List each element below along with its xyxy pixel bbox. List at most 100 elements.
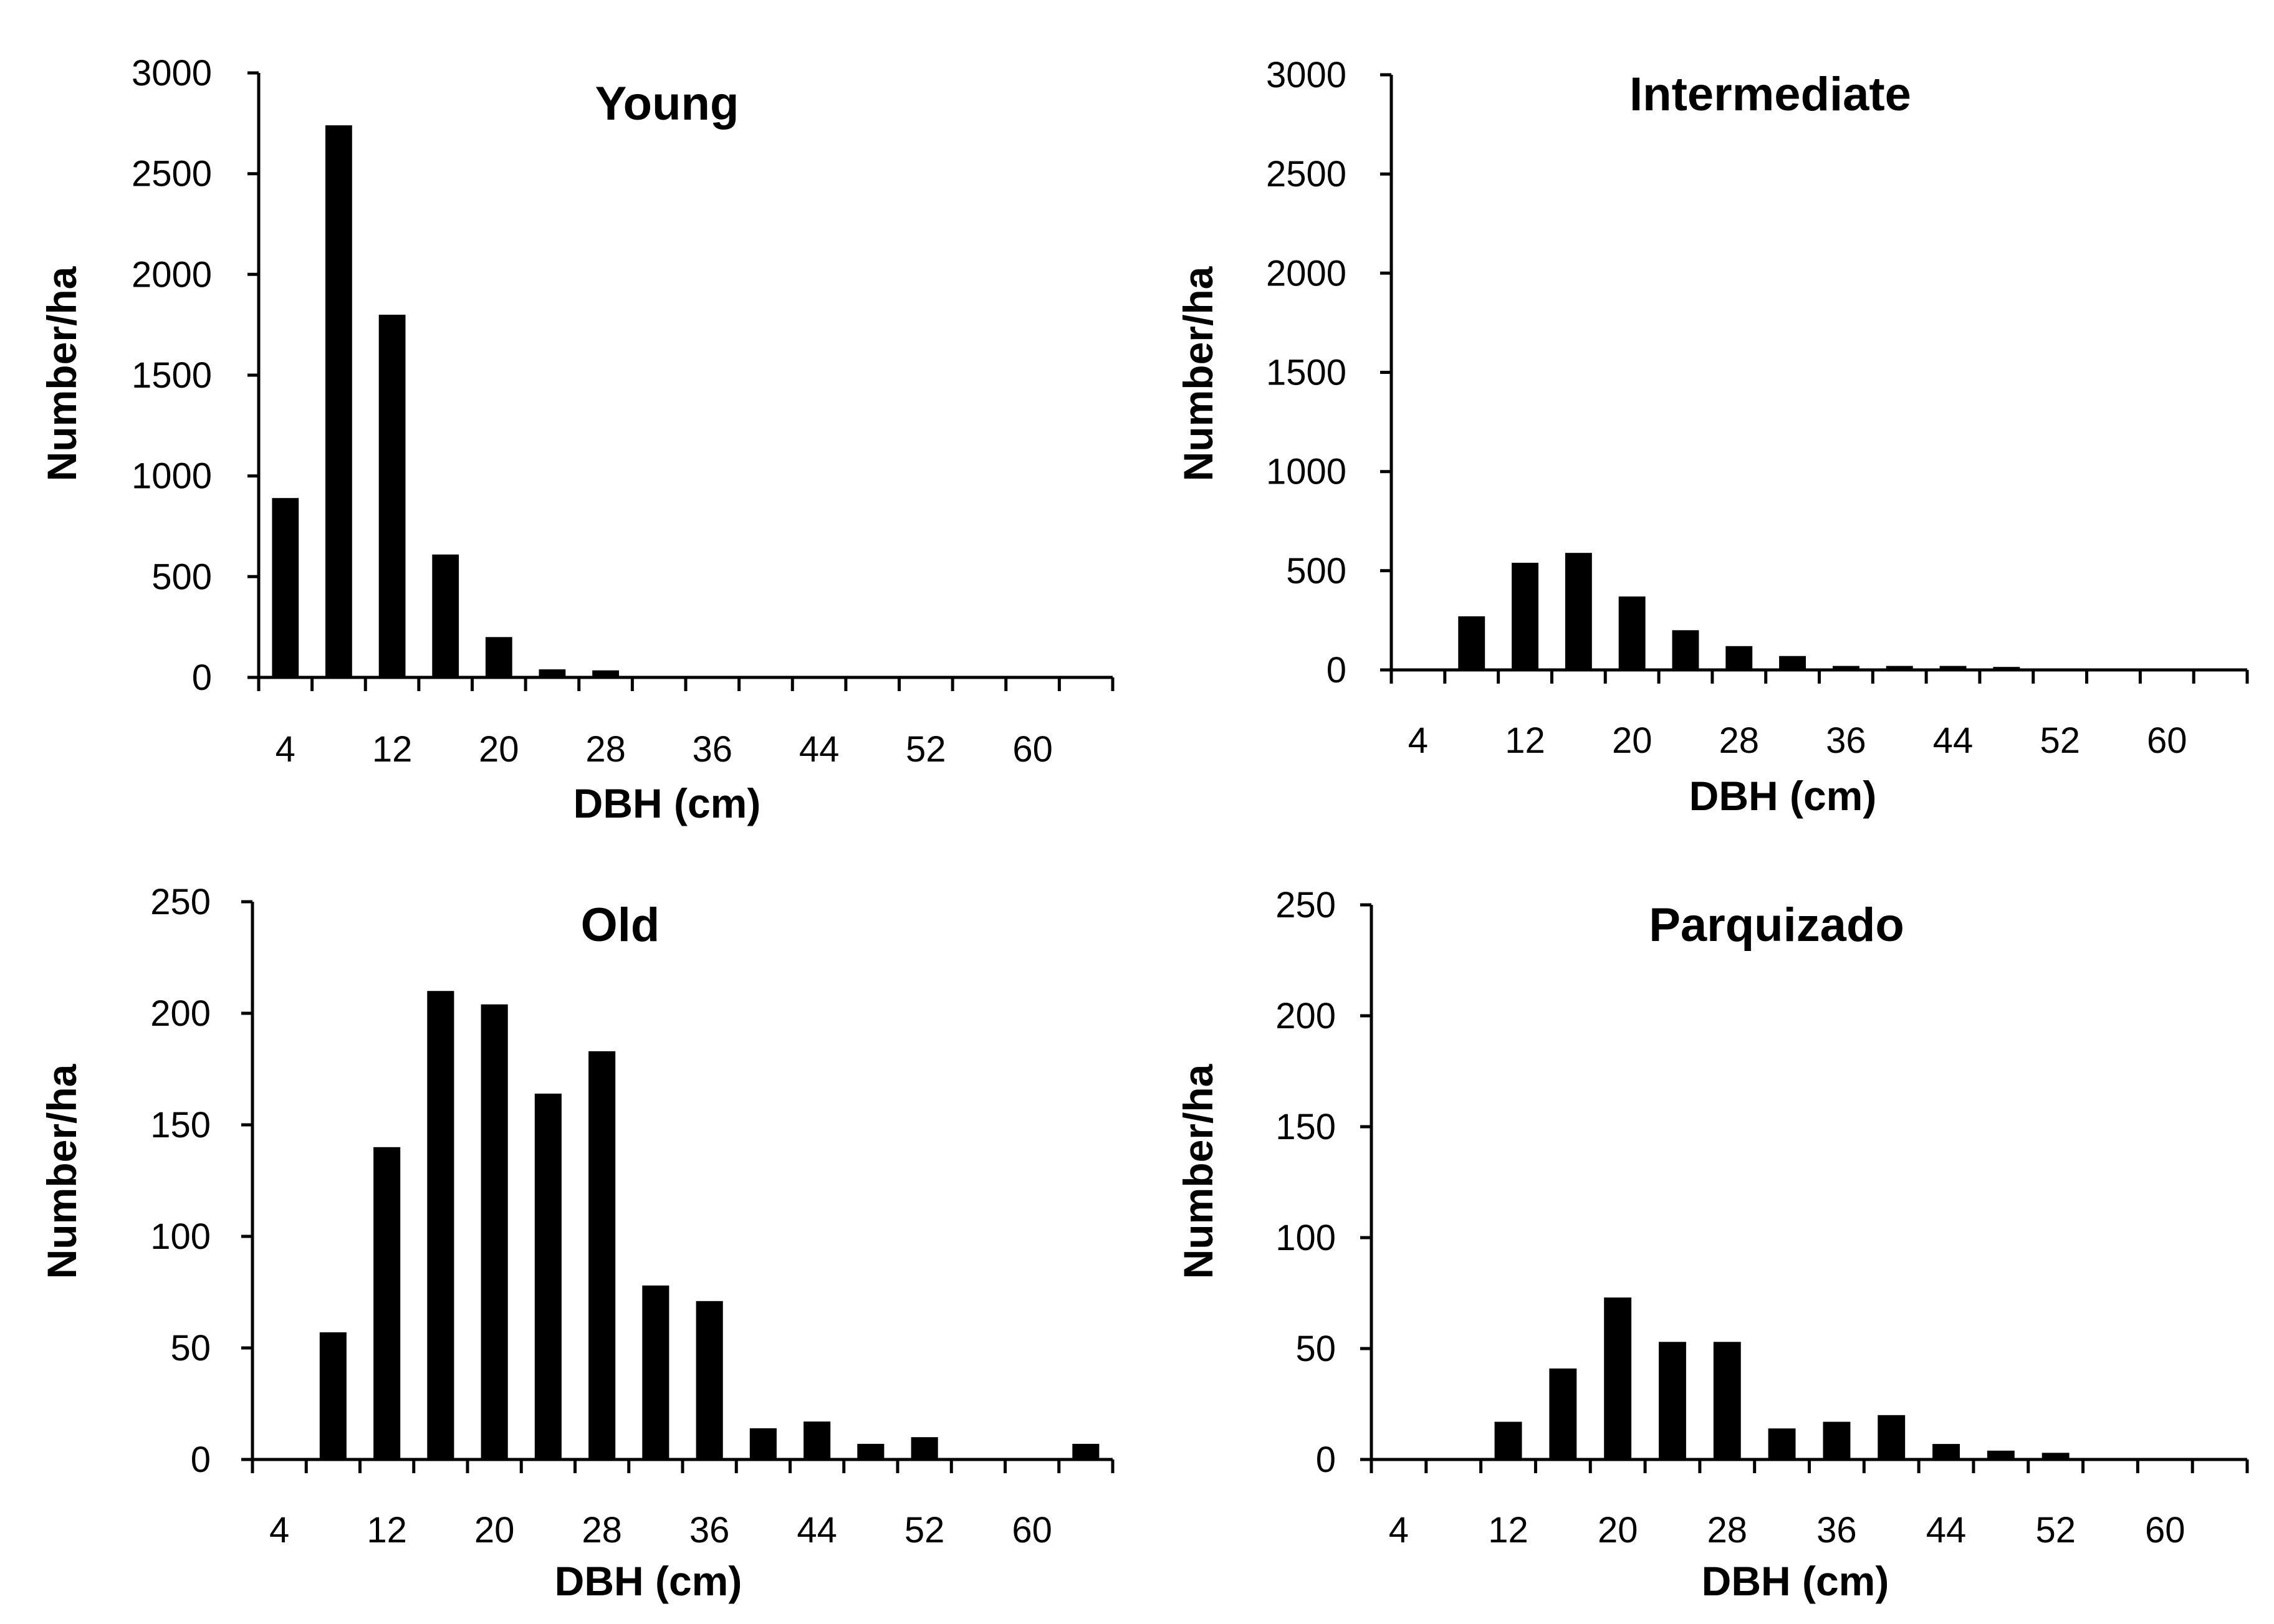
y-tick-label: 500	[1286, 551, 1346, 591]
x-tick-label: 60	[1012, 1510, 1052, 1550]
y-tick-label: 1500	[1266, 353, 1346, 393]
x-tick-label: 4	[276, 729, 295, 770]
x-tick-label: 28	[1707, 1510, 1748, 1550]
x-tick-label: 52	[2040, 720, 2080, 761]
y-tick-label: 1000	[132, 456, 212, 497]
x-axis-title: DBH (cm)	[555, 1558, 742, 1604]
bar-4	[272, 498, 299, 677]
x-tick-label: 44	[1933, 720, 1974, 761]
y-axis-title: Number/ha	[1175, 1063, 1221, 1279]
x-tick-label: 12	[1505, 720, 1545, 761]
y-tick-label: 3000	[1266, 55, 1346, 95]
bar-44	[1939, 666, 1967, 670]
y-tick-label: 1000	[1266, 452, 1346, 492]
y-tick-label: 50	[1295, 1329, 1336, 1369]
bar-40	[1886, 666, 1913, 670]
y-tick-label: 250	[150, 882, 211, 922]
y-tick-label: 0	[192, 657, 212, 698]
x-tick-label: 4	[1389, 1510, 1409, 1550]
y-tick-label: 2000	[1266, 253, 1346, 294]
bar-28	[1725, 646, 1753, 670]
bar-12	[378, 315, 406, 677]
bar-16	[1565, 553, 1592, 670]
chart-intermediate: 4 12 20 28 36 44 52 60 0 500 1000 1500 2000 2500 3000 I…	[1175, 55, 2249, 819]
x-tick-label: 36	[1816, 1510, 1857, 1550]
x-tick-label: 36	[1826, 720, 1866, 761]
chart-title: Intermediate	[1629, 68, 1911, 121]
y-tick-label: 2000	[132, 254, 212, 295]
bar-44	[804, 1421, 831, 1459]
y-tick-label: 0	[1326, 650, 1346, 690]
y-tick-label: 2500	[1266, 154, 1346, 194]
chart-title: Old	[581, 899, 660, 952]
chart-title: Young	[595, 77, 739, 130]
bar-12	[373, 1147, 401, 1459]
y-tick-label: 2500	[132, 154, 212, 194]
x-axis-title: DBH (cm)	[1689, 773, 1877, 819]
bar-16	[1549, 1368, 1577, 1459]
bar-32	[642, 1285, 669, 1459]
y-axis-title: Number/ha	[39, 265, 85, 481]
x-tick-label: 4	[269, 1510, 289, 1550]
bar-24	[534, 1093, 562, 1459]
bar-48	[857, 1443, 885, 1459]
bar-52	[911, 1437, 938, 1459]
bar-28	[1713, 1342, 1741, 1459]
y-axis-title: Number/ha	[1175, 265, 1221, 481]
y-tick-label: 500	[151, 556, 212, 597]
bar-12	[1512, 563, 1538, 670]
x-tick-label: 12	[367, 1510, 407, 1550]
bar-8	[325, 125, 352, 678]
bar-8	[319, 1332, 347, 1459]
bar-40	[749, 1428, 777, 1459]
x-tick-label: 28	[1719, 720, 1760, 761]
chart-parquizado: 4 12 20 28 36 44 52 60 0 50 100 150 200 250 Parquizado…	[1175, 885, 2249, 1604]
chart-old: 4 12 20 28 36 44 52 60 0 50 100 150 200 250 Old DBH (cm…	[39, 882, 1115, 1604]
y-tick-label: 150	[1275, 1107, 1336, 1147]
bar-12	[1494, 1421, 1522, 1459]
bar-24	[539, 669, 566, 677]
bar-16	[427, 991, 454, 1459]
x-tick-label: 28	[582, 1510, 622, 1550]
bar-32	[1768, 1428, 1796, 1459]
bar-48	[1987, 1450, 2015, 1459]
x-tick-label: 20	[1598, 1510, 1638, 1550]
x-axis-title: DBH (cm)	[573, 780, 761, 826]
chart-young: 4 12 20 28 36 44 52 60 0 500 1000 1500 2000 2500 3000 Y…	[39, 53, 1115, 826]
bar-24	[1659, 1342, 1686, 1459]
bar-64	[1072, 1443, 1100, 1459]
bar-16	[432, 554, 459, 677]
x-tick-label: 60	[1012, 729, 1053, 770]
y-tick-label: 0	[1316, 1440, 1336, 1480]
bar-28	[588, 1051, 616, 1459]
x-tick-label: 44	[1926, 1510, 1967, 1550]
chart-title: Parquizado	[1649, 899, 1904, 952]
x-tick-label: 60	[2147, 720, 2187, 761]
x-tick-label: 20	[474, 1510, 515, 1550]
x-tick-label: 20	[479, 729, 519, 770]
y-tick-label: 150	[150, 1105, 211, 1145]
x-tick-label: 52	[904, 1510, 945, 1550]
x-tick-label: 52	[2035, 1510, 2076, 1550]
bar-20	[485, 637, 512, 677]
x-tick-label: 4	[1408, 720, 1428, 761]
x-axis-title: DBH (cm)	[1702, 1558, 1889, 1604]
bar-44	[1932, 1444, 1960, 1459]
y-tick-label: 50	[170, 1328, 211, 1368]
bar-52	[2041, 1453, 2070, 1459]
x-tick-label: 20	[1612, 720, 1653, 761]
x-tick-label: 28	[585, 729, 626, 770]
x-tick-label: 44	[797, 1510, 837, 1550]
y-tick-label: 1500	[132, 355, 212, 396]
bar-20	[1618, 596, 1646, 670]
bar-36	[1833, 666, 1859, 670]
x-tick-label: 36	[689, 1510, 730, 1550]
y-tick-label: 250	[1275, 885, 1336, 925]
y-tick-label: 200	[1275, 996, 1336, 1036]
x-tick-label: 12	[372, 729, 413, 770]
bar-20	[1604, 1297, 1632, 1459]
y-axis-title: Number/ha	[39, 1063, 85, 1279]
y-tick-label: 100	[1275, 1218, 1336, 1258]
y-tick-label: 0	[191, 1440, 211, 1480]
bar-32	[1779, 656, 1806, 670]
